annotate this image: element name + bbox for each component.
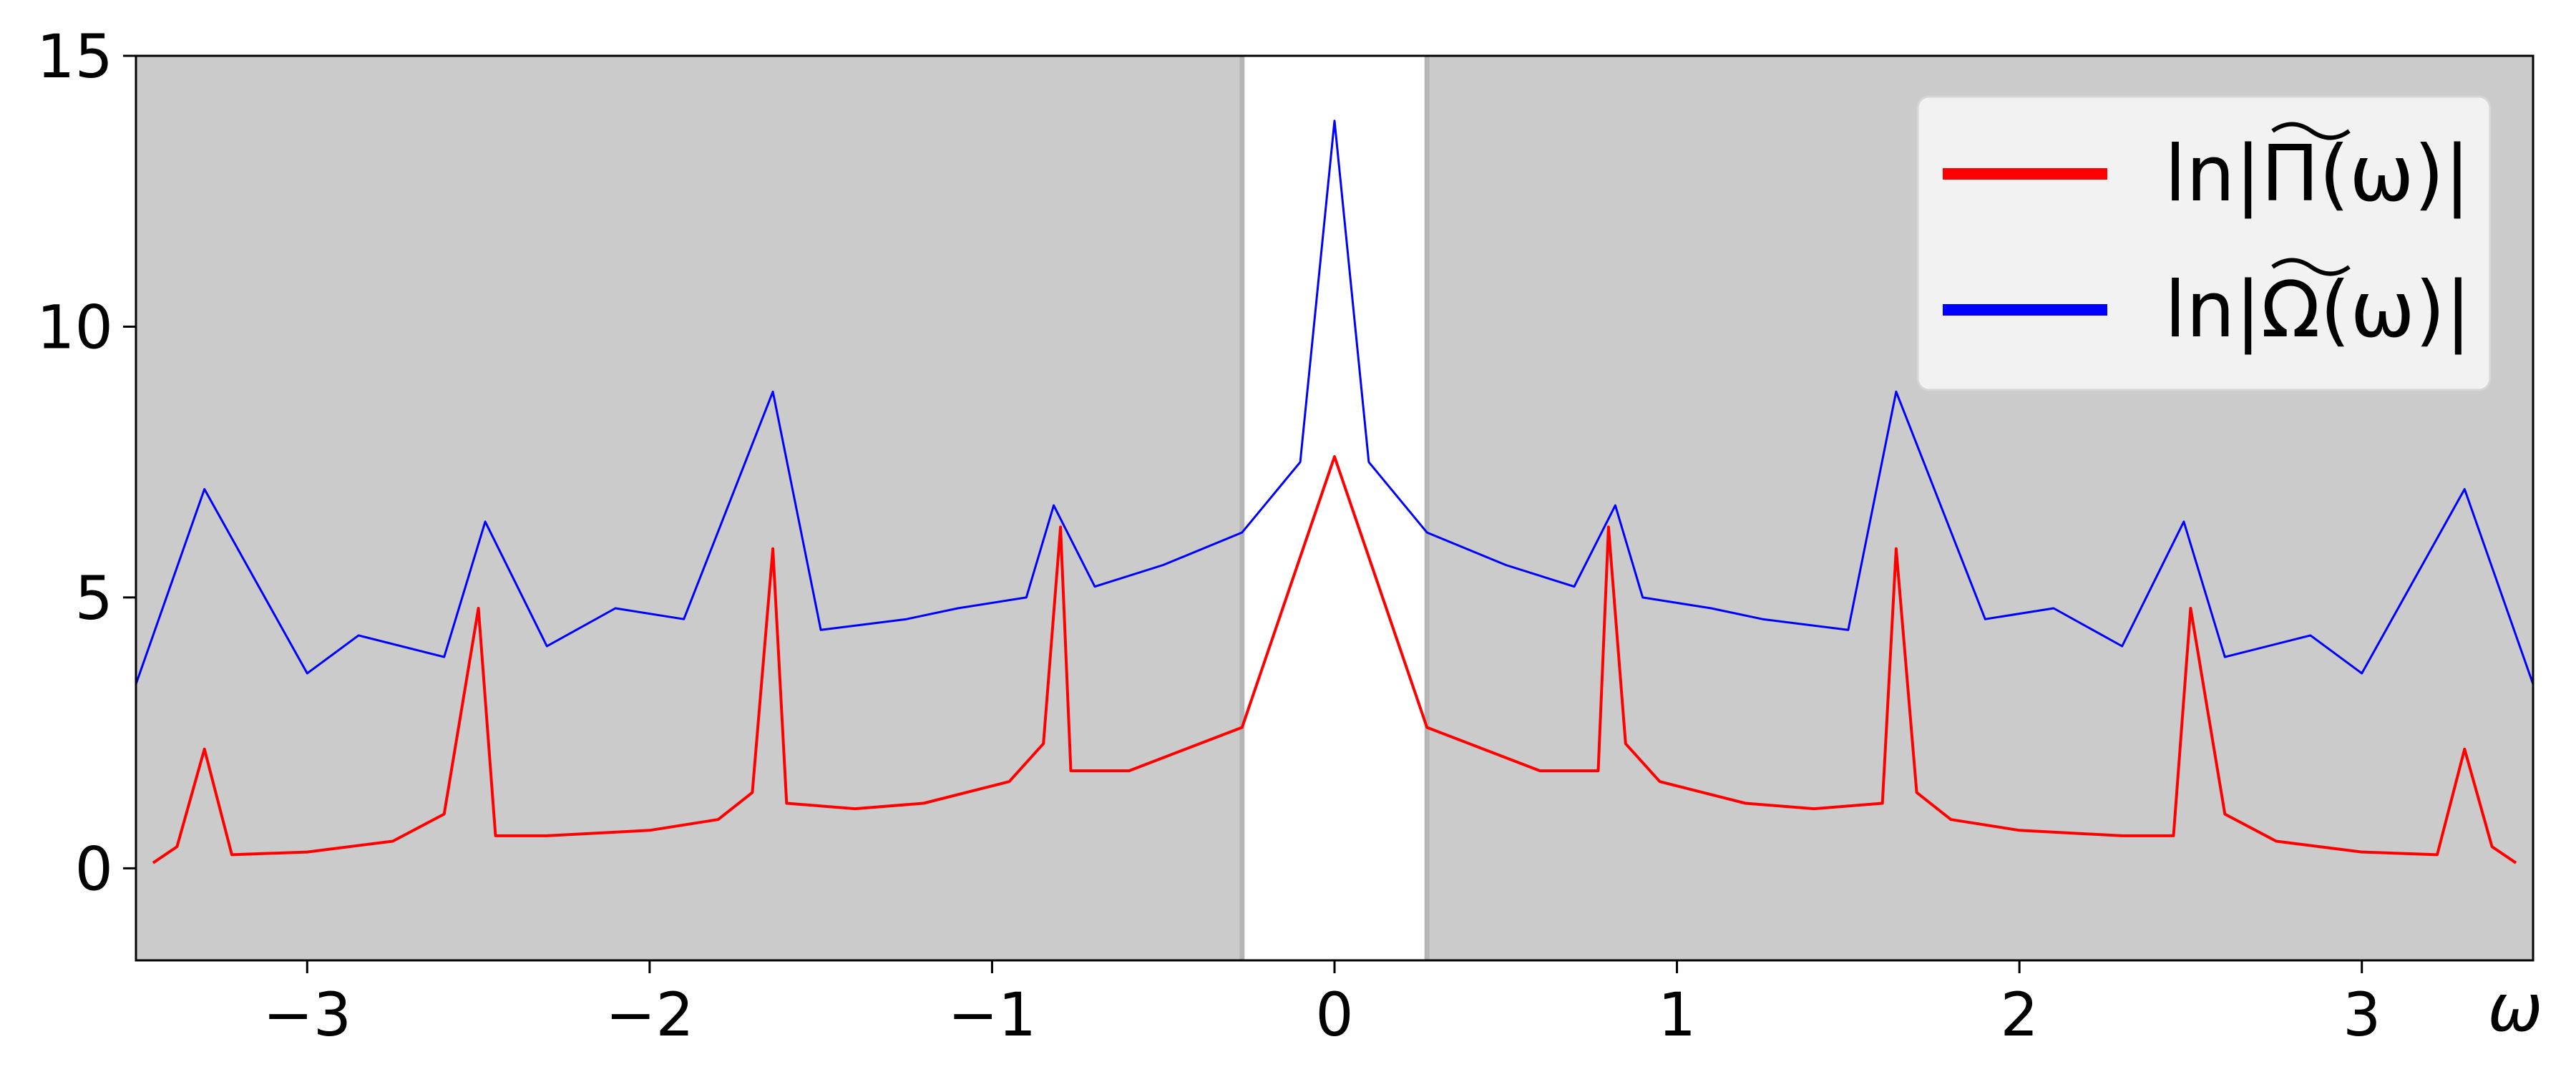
y-tick-label: 5 (75, 563, 113, 633)
legend-tilde-omega (2271, 258, 2351, 276)
y-tick-label: 15 (36, 21, 113, 92)
legend-label-omega: ln|Ω(ω)| (2165, 265, 2471, 355)
x-axis-ticks: −3 −2 −1 0 1 2 3 (263, 960, 2381, 1050)
series-line-pi (152, 455, 2517, 864)
y-tick-label: 10 (36, 292, 113, 362)
x-tick-label: 3 (2343, 980, 2381, 1050)
legend-label-pi: ln|Π(ω)| (2165, 130, 2470, 219)
shaded-region-1 (136, 56, 1242, 960)
x-axis-label: ω (2487, 970, 2542, 1046)
x-tick-label: −2 (605, 980, 694, 1050)
legend-tilde-pi (2271, 122, 2351, 140)
series-lines (135, 120, 2534, 864)
x-tick-label: 2 (2000, 980, 2038, 1050)
y-tick-label: 0 (75, 834, 113, 904)
x-tick-label: −3 (263, 980, 351, 1050)
legend: ln|Π(ω)| ln|Ω(ω)| (1916, 95, 2492, 391)
y-axis-ticks: 0 5 10 15 (36, 21, 136, 904)
x-tick-label: −1 (948, 980, 1037, 1050)
series-line-omega (135, 120, 2534, 685)
x-tick-label: 1 (1658, 980, 1696, 1050)
x-tick-label: 0 (1315, 980, 1353, 1050)
